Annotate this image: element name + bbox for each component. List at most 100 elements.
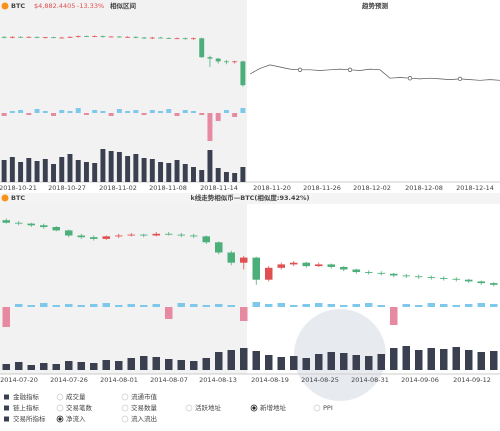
legend-label[interactable]: 交易数量 [131, 403, 158, 412]
candle-body [115, 235, 123, 237]
candle-body [34, 36, 40, 38]
group-icon [4, 394, 9, 400]
legend-label[interactable]: 净流入 [66, 414, 86, 423]
x-axis-label: 2014-07-20 [0, 376, 38, 384]
radio-dot [252, 406, 256, 410]
volume-bar [390, 348, 398, 370]
volume-bar [240, 348, 248, 370]
flow-bar [327, 304, 335, 307]
volume-bar [140, 356, 148, 370]
x-axis-label: 2014-08-13 [199, 376, 237, 384]
flow-bar [290, 305, 298, 307]
flow-bar [202, 305, 210, 307]
volume-bar [125, 156, 131, 182]
volume-bar [116, 152, 122, 182]
flow-bar [190, 304, 198, 307]
volume-bar [223, 172, 229, 182]
legend-label[interactable]: 活跃地址 [195, 403, 222, 412]
flow-bar [265, 304, 273, 307]
candle-body [116, 36, 122, 38]
volume-bar [340, 353, 348, 370]
legend-label[interactable]: 交易笔数 [66, 403, 93, 412]
flow-bar [75, 108, 81, 113]
flow-bar [207, 113, 213, 141]
flow-bar [215, 113, 221, 121]
candle-body [265, 267, 273, 280]
candle-body [215, 242, 223, 253]
volume-bar [2, 364, 10, 370]
radio[interactable] [121, 415, 129, 423]
candle-body [51, 37, 56, 39]
forecast-label: 趋势预测 [362, 1, 389, 10]
candle-body [377, 272, 385, 274]
volume-bar [40, 363, 48, 370]
radio[interactable] [313, 404, 321, 412]
candle-body [302, 262, 310, 267]
volume-bar [27, 365, 35, 370]
candle-body [67, 36, 73, 38]
panel-header-bg [0, 193, 500, 204]
candle-body [415, 276, 423, 278]
candle-body [390, 273, 398, 276]
flow-bar [377, 305, 385, 307]
volume-bar [402, 346, 410, 370]
legend-label: 金融指标 [13, 392, 40, 401]
radio[interactable] [121, 404, 129, 412]
flow-bar [477, 303, 485, 307]
legend-label[interactable]: 流入流出 [131, 414, 157, 423]
volume-bar [83, 162, 89, 182]
volume-bar [141, 158, 147, 182]
flow-bar [26, 113, 32, 115]
candle-body [133, 36, 139, 38]
symbol: BTC [11, 194, 25, 202]
candle-body [77, 235, 85, 238]
candle-body [190, 235, 198, 237]
radio[interactable] [185, 404, 193, 412]
radio[interactable] [121, 393, 129, 401]
volume-bar [207, 150, 213, 182]
range-label: 相似区间 [110, 1, 137, 10]
flow-bar [315, 303, 323, 307]
flow-bar [215, 304, 223, 307]
candle-body [9, 36, 15, 38]
radio[interactable] [56, 404, 64, 412]
flow-bar [465, 304, 473, 307]
flow-bar [452, 305, 460, 307]
flow-bar [199, 113, 205, 115]
volume-bar [174, 160, 180, 182]
volume-bar [177, 360, 185, 370]
volume-bar [199, 170, 205, 182]
candle-body [232, 61, 238, 63]
candle-body [240, 257, 248, 263]
legend-label[interactable]: 成交量 [66, 392, 86, 401]
legend-label[interactable]: PPI [323, 404, 333, 412]
volume-bar [65, 361, 73, 370]
flow-bar [152, 304, 160, 307]
legend-label[interactable]: 流通市值 [131, 392, 158, 401]
flow-bar [490, 304, 498, 307]
volume-bar [133, 154, 139, 182]
volume-bar [215, 168, 221, 182]
flow-bar [166, 109, 172, 113]
change: -13.33% [77, 2, 104, 10]
legend-label[interactable]: 新增地址 [260, 403, 287, 412]
flow-bar [15, 304, 23, 307]
flow-bar [365, 303, 373, 307]
candle-body [27, 223, 35, 226]
candle-body [18, 36, 24, 38]
x-axis-label: 2014-08-01 [100, 376, 138, 384]
volume-bar [51, 164, 56, 182]
radio-dot [58, 417, 62, 421]
x-axis-label: 2018-11-08 [149, 184, 187, 192]
volume-bar [265, 355, 273, 370]
volume-bar [191, 167, 196, 182]
flow-bar [65, 304, 73, 307]
flow-bar [83, 113, 89, 115]
candle-body [199, 38, 205, 58]
candle-body [174, 38, 180, 40]
candle-body [83, 36, 89, 37]
radio[interactable] [56, 393, 64, 401]
x-axis-label: 2014-07-26 [50, 376, 88, 384]
candle-body [277, 264, 285, 268]
